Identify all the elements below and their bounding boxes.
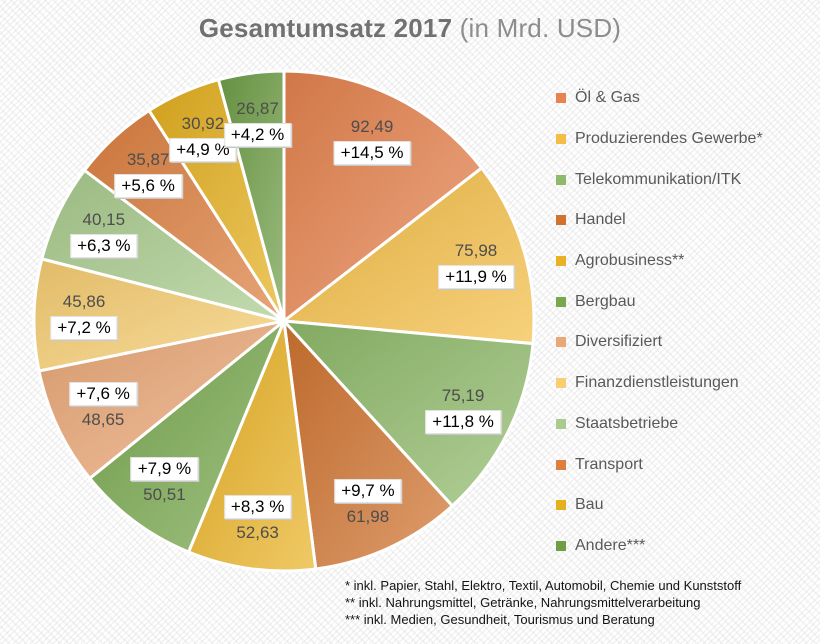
legend-marker-icon xyxy=(556,134,566,145)
legend-item: Finanzdienstleistungen xyxy=(556,363,814,404)
legend-marker-icon xyxy=(556,215,566,226)
legend-label: Transport xyxy=(575,455,643,473)
legend-label: Bau xyxy=(575,496,604,514)
pie-svg xyxy=(32,69,536,573)
legend-item: Bau xyxy=(556,485,814,526)
legend-item: Produzierendes Gewerbe* xyxy=(556,119,814,160)
pie-slice-4 xyxy=(282,319,454,571)
legend-item: Agrobusiness** xyxy=(556,241,814,282)
page-title-main: Gesamtumsatz 2017 xyxy=(198,13,453,43)
pie-slice-7 xyxy=(37,319,286,480)
legend-label: Öl & Gas xyxy=(575,89,640,107)
page-title: Gesamtumsatz 2017 (in Mrd. USD) xyxy=(0,13,820,44)
legend-marker-icon xyxy=(556,296,566,307)
pie-slice-6 xyxy=(88,319,286,554)
footnote-line: * inkl. Papier, Stahl, Elektro, Textil, … xyxy=(345,578,742,593)
legend-item: Diversifiziert xyxy=(556,322,814,363)
legend-item: Handel xyxy=(556,200,814,241)
legend-item: Transport xyxy=(556,444,814,485)
footnote-line: ** inkl. Nahrungsmittel, Getränke, Nahru… xyxy=(345,595,701,610)
legend-label: Andere*** xyxy=(575,536,646,554)
pie-slice-8 xyxy=(32,257,286,373)
legend-marker-icon xyxy=(556,337,566,348)
legend-item: Staatsbetriebe xyxy=(556,404,814,445)
page-title-suffix: (in Mrd. USD) xyxy=(452,13,622,43)
footnote-line: *** inkl. Medien, Gesundheit, Tourismus … xyxy=(345,612,655,627)
legend-label: Finanzdienstleistungen xyxy=(575,374,739,392)
legend-marker-icon xyxy=(556,540,566,551)
footnotes: * inkl. Papier, Stahl, Elektro, Textil, … xyxy=(345,577,741,628)
legend-marker-icon xyxy=(556,418,566,429)
legend-marker-icon xyxy=(556,459,566,470)
pie-slice-1 xyxy=(282,69,484,323)
legend-label: Bergbau xyxy=(575,292,636,310)
legend-label: Handel xyxy=(575,211,626,229)
pie-slice-3 xyxy=(282,319,535,508)
pie-slice-2 xyxy=(282,166,536,346)
legend-item: Bergbau xyxy=(556,281,814,322)
legend-marker-icon xyxy=(556,93,566,104)
legend: Öl & Gas Produzierendes Gewerbe* Telekommu… xyxy=(556,78,814,566)
legend-label: Produzierendes Gewerbe* xyxy=(575,130,763,148)
legend-marker-icon xyxy=(556,174,566,185)
legend-item: Andere*** xyxy=(556,526,814,567)
legend-item: Telekommunikation/ITK xyxy=(556,159,814,200)
legend-marker-icon xyxy=(556,256,566,267)
legend-label: Staatsbetriebe xyxy=(575,414,679,432)
legend-marker-icon xyxy=(556,378,566,389)
legend-label: Diversifiziert xyxy=(575,333,663,351)
pie-chart: 92,49 +14,5 % 75,98 +11,9 % 75,19 +11,8 % +9,7… xyxy=(0,44,564,604)
legend-label: Telekommunikation/ITK xyxy=(575,170,742,188)
legend-label: Agrobusiness** xyxy=(575,252,685,270)
legend-marker-icon xyxy=(556,500,566,511)
legend-item: Öl & Gas xyxy=(556,78,814,119)
